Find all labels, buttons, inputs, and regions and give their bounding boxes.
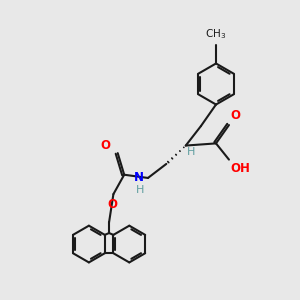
Text: CH$_3$: CH$_3$ xyxy=(206,27,226,41)
Text: H: H xyxy=(136,185,144,196)
Text: O: O xyxy=(100,139,110,152)
Text: O: O xyxy=(107,198,117,211)
Text: O: O xyxy=(230,109,241,122)
Text: N: N xyxy=(134,172,144,184)
Text: H: H xyxy=(187,147,196,157)
Text: OH: OH xyxy=(230,162,250,175)
